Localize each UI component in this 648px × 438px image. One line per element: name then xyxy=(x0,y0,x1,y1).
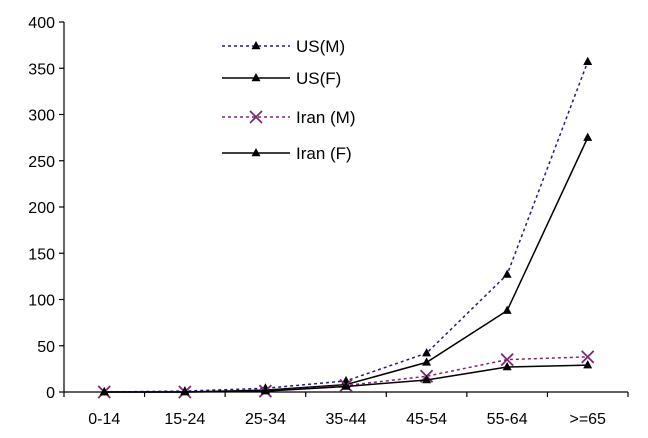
legend: US(M) US(F) Iran (M) Iran (F) xyxy=(222,37,356,163)
y-tick-label: 150 xyxy=(28,246,55,263)
data-point xyxy=(500,352,514,367)
legend-label: US(M) xyxy=(296,37,345,56)
data-point xyxy=(422,357,432,366)
x-tick-label: 15-24 xyxy=(164,411,205,428)
legend-entry: US(F) xyxy=(222,69,341,88)
x-axis-ticks: 0-14 15-24 25-34 35-44 45-54 55-64 >=65 xyxy=(63,392,629,428)
data-point xyxy=(99,387,109,396)
data-point xyxy=(502,269,512,278)
x-tick-label: 45-54 xyxy=(406,411,447,428)
series-1 xyxy=(99,132,593,396)
legend-entry: Iran (M) xyxy=(222,108,356,127)
x-tick-label: 0-14 xyxy=(88,411,120,428)
x-tick-label: 55-64 xyxy=(487,411,528,428)
y-axis-ticks: 0 50 100 150 200 250 300 350 400 xyxy=(28,15,64,402)
legend-entry: Iran (F) xyxy=(222,144,352,163)
data-point xyxy=(583,56,593,66)
data-point xyxy=(502,305,512,314)
y-tick-label: 0 xyxy=(46,385,55,402)
data-point xyxy=(581,350,595,364)
legend-label: US(F) xyxy=(296,69,341,88)
y-tick-label: 300 xyxy=(28,108,55,125)
y-tick-label: 250 xyxy=(28,154,55,171)
data-point xyxy=(180,387,190,396)
y-tick-label: 400 xyxy=(28,15,55,32)
series-layer xyxy=(97,56,595,399)
data-point xyxy=(583,360,593,369)
data-point xyxy=(422,348,432,357)
y-tick-label: 350 xyxy=(28,61,55,78)
legend-label: Iran (F) xyxy=(296,144,352,163)
legend-marker xyxy=(251,41,261,50)
legend-label: Iran (M) xyxy=(296,108,356,127)
data-point xyxy=(422,374,432,384)
x-tick-label: 35-44 xyxy=(326,411,367,428)
legend-marker xyxy=(249,110,263,124)
x-tick-label: 25-34 xyxy=(245,411,286,428)
data-point xyxy=(583,132,593,141)
y-tick-label: 50 xyxy=(37,339,55,356)
data-point xyxy=(341,381,351,390)
x-tick-label: >=65 xyxy=(569,411,606,428)
legend-entry: US(M) xyxy=(222,37,345,56)
legend-marker xyxy=(251,148,261,157)
series-line xyxy=(104,137,589,393)
y-tick-label: 200 xyxy=(28,200,55,217)
series-3 xyxy=(99,360,593,396)
y-tick-label: 100 xyxy=(28,293,55,310)
axes xyxy=(63,22,628,393)
data-point xyxy=(502,362,512,371)
data-point xyxy=(260,386,270,395)
legend-marker xyxy=(251,73,261,82)
